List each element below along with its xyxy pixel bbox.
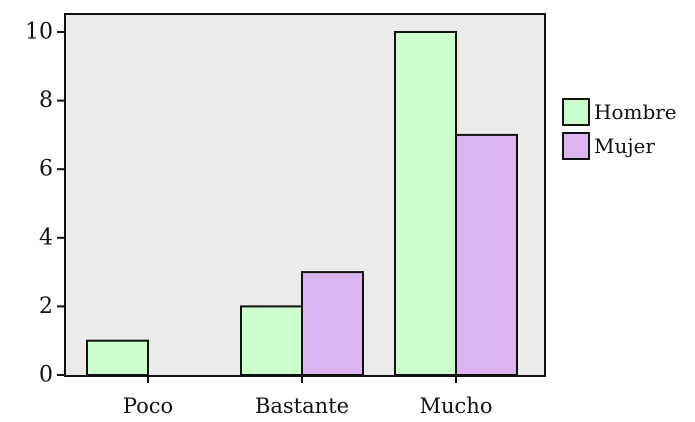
category-label-bastante: Bastante [255,394,349,418]
y-tick-label-2: 2 [39,294,53,319]
legend-label-mujer: Mujer [594,134,655,158]
category-label-mucho: Mucho [420,394,493,418]
y-tick-label-6: 6 [39,157,53,182]
bar-hombre-poco [86,339,149,377]
y-tick-label-8: 8 [39,88,53,113]
y-tick-label-0: 0 [39,363,53,388]
y-axis: 0 2 4 6 8 10 [25,20,65,388]
category-label-poco: Poco [123,394,173,418]
y-tick-label-10: 10 [25,20,53,45]
legend: Hombre Mujer [562,98,677,160]
x-axis: Poco Bastante Mucho [123,376,493,418]
bar-mujer-bastante [301,271,364,377]
legend-label-hombre: Hombre [594,100,677,124]
bars-group [86,31,518,377]
bar-hombre-bastante [240,305,303,376]
y-tick-label-4: 4 [39,225,53,250]
legend-swatch-mujer [562,132,590,160]
bar-mujer-mucho [455,133,518,376]
legend-swatch-hombre [562,98,590,126]
bar-hombre-mucho [394,31,457,376]
